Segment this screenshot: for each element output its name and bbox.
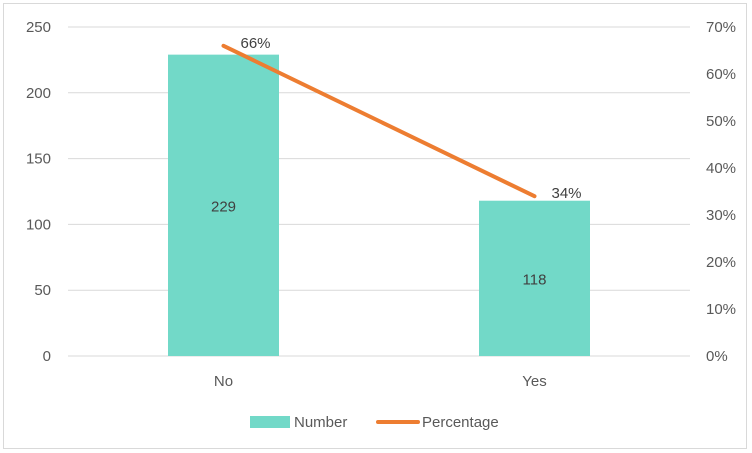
right-tick-label: 60% [706,66,736,83]
legend-label-percentage: Percentage [422,414,499,431]
bar [479,200,590,356]
right-tick-label: 0% [706,348,728,365]
line-data-label: 34% [552,185,582,202]
right-tick-label: 50% [706,113,736,130]
left-axis-ticks: 0 50 100 150 200 250 [26,19,51,365]
right-tick-label: 70% [706,19,736,36]
category-label: No [214,373,233,390]
category-label: Yes [522,373,546,390]
line-data-label: 66% [241,35,271,52]
line-data-labels: 66% 34% [241,35,582,202]
line-series [221,43,537,199]
chart-frame [3,3,747,449]
right-tick-label: 10% [706,301,736,318]
right-axis-ticks: 0% 10% 20% 30% 40% 50% 60% 70% [706,19,736,365]
right-tick-label: 40% [706,160,736,177]
left-tick-label: 250 [26,19,51,36]
right-tick-label: 30% [706,207,736,224]
gridlines [68,26,690,357]
left-tick-label: 0 [43,348,51,365]
left-tick-label: 100 [26,216,51,233]
percentage-line [221,43,537,199]
bar-data-label: 229 [211,198,236,215]
category-labels: No Yes [214,373,547,390]
left-tick-label: 150 [26,151,51,168]
bar [168,54,279,357]
bar-data-label: 118 [523,271,547,288]
bar-data-labels: 229 118 [211,198,546,288]
legend: Number Percentage [250,414,499,431]
legend-swatch-number [250,416,290,428]
right-tick-label: 20% [706,254,736,271]
legend-label-number: Number [294,414,347,431]
left-tick-label: 50 [34,282,51,299]
left-tick-label: 200 [26,85,51,102]
bar-series [168,54,590,357]
